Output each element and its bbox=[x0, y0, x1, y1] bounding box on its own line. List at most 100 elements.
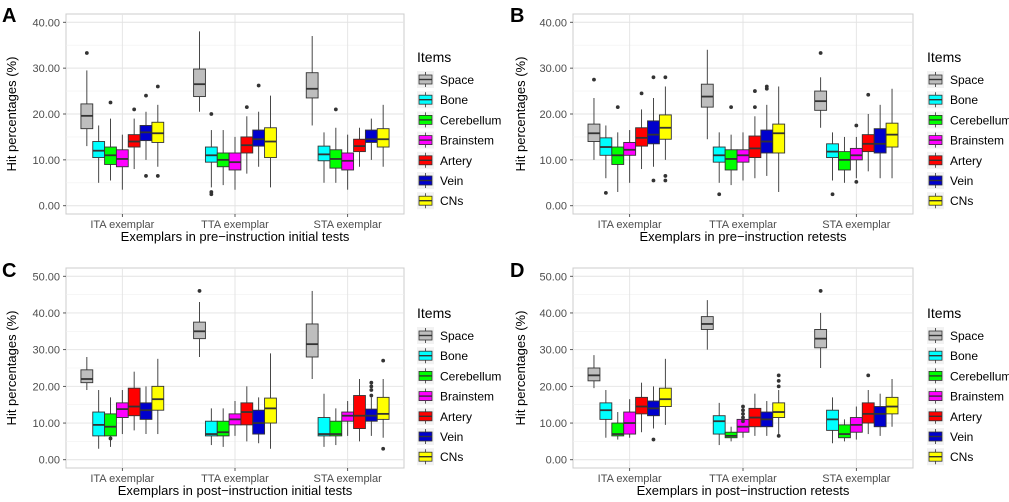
outlier-point bbox=[369, 380, 374, 385]
box-brainstem-2 bbox=[228, 136, 242, 190]
box-space-1 bbox=[80, 51, 94, 147]
outlier-point bbox=[603, 190, 608, 195]
box-body bbox=[712, 415, 726, 435]
outlier-point bbox=[741, 411, 745, 416]
box-space-2 bbox=[193, 289, 206, 357]
box-body bbox=[376, 128, 390, 148]
box-space-2 bbox=[700, 49, 714, 140]
legend-item-brainstem: Brainstem bbox=[927, 387, 1004, 405]
legend-label: Vein bbox=[440, 430, 463, 444]
legend-label: Brainstem bbox=[950, 390, 1004, 404]
y-tick-label: 30.00 bbox=[539, 63, 567, 75]
outlier-point bbox=[144, 174, 148, 178]
x-axis-title: Exemplars in post−instruction retests bbox=[637, 483, 850, 498]
box-body bbox=[104, 413, 117, 437]
box-body bbox=[724, 431, 738, 439]
box-body bbox=[772, 402, 786, 418]
box-cns-1 bbox=[151, 358, 165, 435]
x-tick-label: TTA exemplar bbox=[709, 473, 777, 485]
box-brainstem-2 bbox=[736, 404, 750, 438]
box-cns-2 bbox=[772, 373, 786, 438]
outlier-point bbox=[369, 388, 374, 392]
box-brainstem-3 bbox=[341, 134, 355, 190]
legend-label: Artery bbox=[440, 410, 472, 424]
box-body bbox=[193, 68, 206, 98]
chart-panel-a: A 0.00 10.00 20.00 30.00 40.00 ITA exemplar TTA… bbox=[2, 5, 501, 244]
outlier-point bbox=[651, 437, 656, 442]
x-tick-label: STA exemplar bbox=[822, 219, 891, 231]
outlier-point bbox=[741, 415, 745, 420]
legend-label: Space bbox=[950, 73, 984, 87]
legend-title: Items bbox=[417, 305, 451, 321]
y-tick-label: 50.00 bbox=[539, 271, 567, 283]
y-tick-label: 20.00 bbox=[539, 381, 567, 393]
box-vein-1 bbox=[139, 386, 153, 435]
box-bone-3 bbox=[317, 132, 331, 183]
box-body bbox=[127, 387, 141, 417]
box-body bbox=[353, 395, 366, 430]
outlier-point bbox=[108, 100, 113, 105]
box-body bbox=[216, 420, 230, 437]
box-body bbox=[700, 83, 714, 108]
outlier-point bbox=[764, 84, 769, 89]
x-tick-label: ITA exemplar bbox=[598, 219, 662, 231]
box-cns-2 bbox=[264, 95, 277, 188]
legend-label: Artery bbox=[440, 154, 472, 168]
legend-item-space: Space bbox=[927, 71, 984, 88]
box-cerebellum-2 bbox=[216, 408, 230, 447]
x-tick-label: TTA exemplar bbox=[709, 219, 777, 231]
outlier-point bbox=[615, 105, 620, 110]
x-tick-label: ITA exemplar bbox=[90, 473, 154, 485]
legend-item-bone: Bone bbox=[417, 347, 468, 365]
y-tick-label: 20.00 bbox=[32, 381, 60, 393]
outlier-point bbox=[741, 408, 745, 413]
box-bone-3 bbox=[826, 397, 839, 444]
box-body bbox=[193, 321, 206, 340]
legend-label: Bone bbox=[440, 349, 468, 363]
box-body bbox=[264, 127, 277, 159]
legend-label: Bone bbox=[950, 349, 978, 363]
panel-letter: A bbox=[2, 5, 16, 27]
legend-item-space: Space bbox=[417, 327, 474, 344]
box-body bbox=[317, 145, 331, 162]
outlier-point bbox=[753, 105, 757, 110]
y-axis-title: Hit percentages (%) bbox=[4, 311, 19, 426]
box-brainstem-3 bbox=[849, 123, 863, 184]
box-space-3 bbox=[814, 289, 828, 368]
y-tick-label: 30.00 bbox=[32, 63, 60, 75]
box-body bbox=[305, 323, 319, 358]
legend-item-vein: Vein bbox=[927, 172, 973, 189]
box-brainstem-3 bbox=[849, 406, 863, 440]
legend-item-artery: Artery bbox=[927, 151, 982, 169]
outlier-point bbox=[717, 192, 722, 197]
outlier-point bbox=[369, 393, 374, 398]
legend-label: Bone bbox=[440, 93, 468, 107]
box-body bbox=[80, 369, 94, 384]
box-body bbox=[305, 72, 319, 99]
y-tick-label: 30.00 bbox=[539, 345, 567, 357]
box-cerebellum-3 bbox=[329, 408, 343, 446]
box-vein-3 bbox=[364, 380, 378, 436]
x-axis-title: Exemplars in pre−instruction retests bbox=[639, 229, 847, 244]
box-body bbox=[623, 141, 637, 156]
legend-label: Brainstem bbox=[440, 390, 494, 404]
legend-label: Brainstem bbox=[440, 134, 494, 148]
legend-item-artery: Artery bbox=[417, 151, 472, 169]
legend-label: Vein bbox=[950, 174, 973, 188]
box-cns-2 bbox=[264, 353, 277, 449]
box-bone-3 bbox=[826, 132, 839, 197]
box-body bbox=[240, 402, 254, 426]
chart-panel-b: B 0.00 10.00 20.00 30.00 40.00 ITA exemplar TTA… bbox=[510, 5, 1009, 244]
box-body bbox=[748, 135, 762, 159]
outlier-point bbox=[132, 107, 137, 112]
legend-item-brainstem: Brainstem bbox=[417, 131, 494, 149]
box-space-3 bbox=[814, 51, 828, 128]
legend-item-bone: Bone bbox=[927, 91, 978, 109]
legend-label: Space bbox=[950, 329, 984, 343]
chart-panel-d: D 0.00 10.00 20.00 30.00 40.00 50.00 ITA exempl… bbox=[510, 260, 1009, 498]
y-tick-label: 20.00 bbox=[539, 109, 567, 121]
box-bone-1 bbox=[599, 125, 613, 195]
box-body bbox=[861, 402, 875, 424]
y-tick-label: 40.00 bbox=[539, 17, 567, 29]
